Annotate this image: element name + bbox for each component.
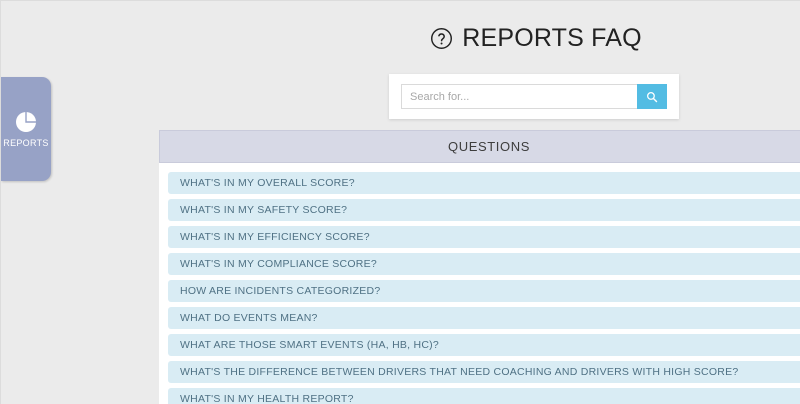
list-item-label: WHAT'S IN MY COMPLIANCE SCORE? xyxy=(180,258,377,270)
list-item[interactable]: WHAT DO EVENTS MEAN? xyxy=(168,307,800,329)
question-circle-icon xyxy=(430,27,453,50)
questions-list: WHAT'S IN MY OVERALL SCORE? WHAT'S IN MY… xyxy=(159,163,800,404)
list-item[interactable]: WHAT'S THE DIFFERENCE BETWEEN DRIVERS TH… xyxy=(168,361,800,383)
list-item-label: HOW ARE INCIDENTS CATEGORIZED? xyxy=(180,285,381,297)
search-input[interactable] xyxy=(401,84,637,109)
page-title: REPORTS FAQ xyxy=(1,24,800,57)
sidebar-tab-reports[interactable]: REPORTS xyxy=(1,77,51,181)
list-item-label: WHAT'S IN MY EFFICIENCY SCORE? xyxy=(180,231,370,243)
list-item-label: WHAT ARE THOSE SMART EVENTS (HA, HB, HC)… xyxy=(180,339,439,351)
list-item[interactable]: WHAT'S IN MY COMPLIANCE SCORE? xyxy=(168,253,800,275)
list-item-label: WHAT'S IN MY OVERALL SCORE? xyxy=(180,177,355,189)
questions-header: QUESTIONS xyxy=(159,130,800,163)
list-item-label: WHAT'S THE DIFFERENCE BETWEEN DRIVERS TH… xyxy=(180,366,739,378)
list-item[interactable]: WHAT'S IN MY HEALTH REPORT? xyxy=(168,388,800,404)
search-card xyxy=(389,74,679,119)
search-icon xyxy=(646,91,658,103)
search-row xyxy=(401,84,667,109)
list-item[interactable]: HOW ARE INCIDENTS CATEGORIZED? xyxy=(168,280,800,302)
list-item-label: WHAT'S IN MY HEALTH REPORT? xyxy=(180,393,354,404)
questions-header-label: QUESTIONS xyxy=(448,139,530,154)
list-item[interactable]: WHAT'S IN MY SAFETY SCORE? xyxy=(168,199,800,221)
list-item[interactable]: WHAT'S IN MY EFFICIENCY SCORE? xyxy=(168,226,800,248)
search-button[interactable] xyxy=(637,84,667,109)
page-title-text: REPORTS FAQ xyxy=(462,24,642,52)
list-item[interactable]: WHAT'S IN MY OVERALL SCORE? xyxy=(168,172,800,194)
list-item[interactable]: WHAT ARE THOSE SMART EVENTS (HA, HB, HC)… xyxy=(168,334,800,356)
sidebar-tab-label: REPORTS xyxy=(3,138,49,148)
questions-panel: QUESTIONS WHAT'S IN MY OVERALL SCORE? WH… xyxy=(159,130,800,404)
pie-chart-icon xyxy=(14,110,38,139)
list-item-label: WHAT'S IN MY SAFETY SCORE? xyxy=(180,204,348,216)
list-item-label: WHAT DO EVENTS MEAN? xyxy=(180,312,318,324)
